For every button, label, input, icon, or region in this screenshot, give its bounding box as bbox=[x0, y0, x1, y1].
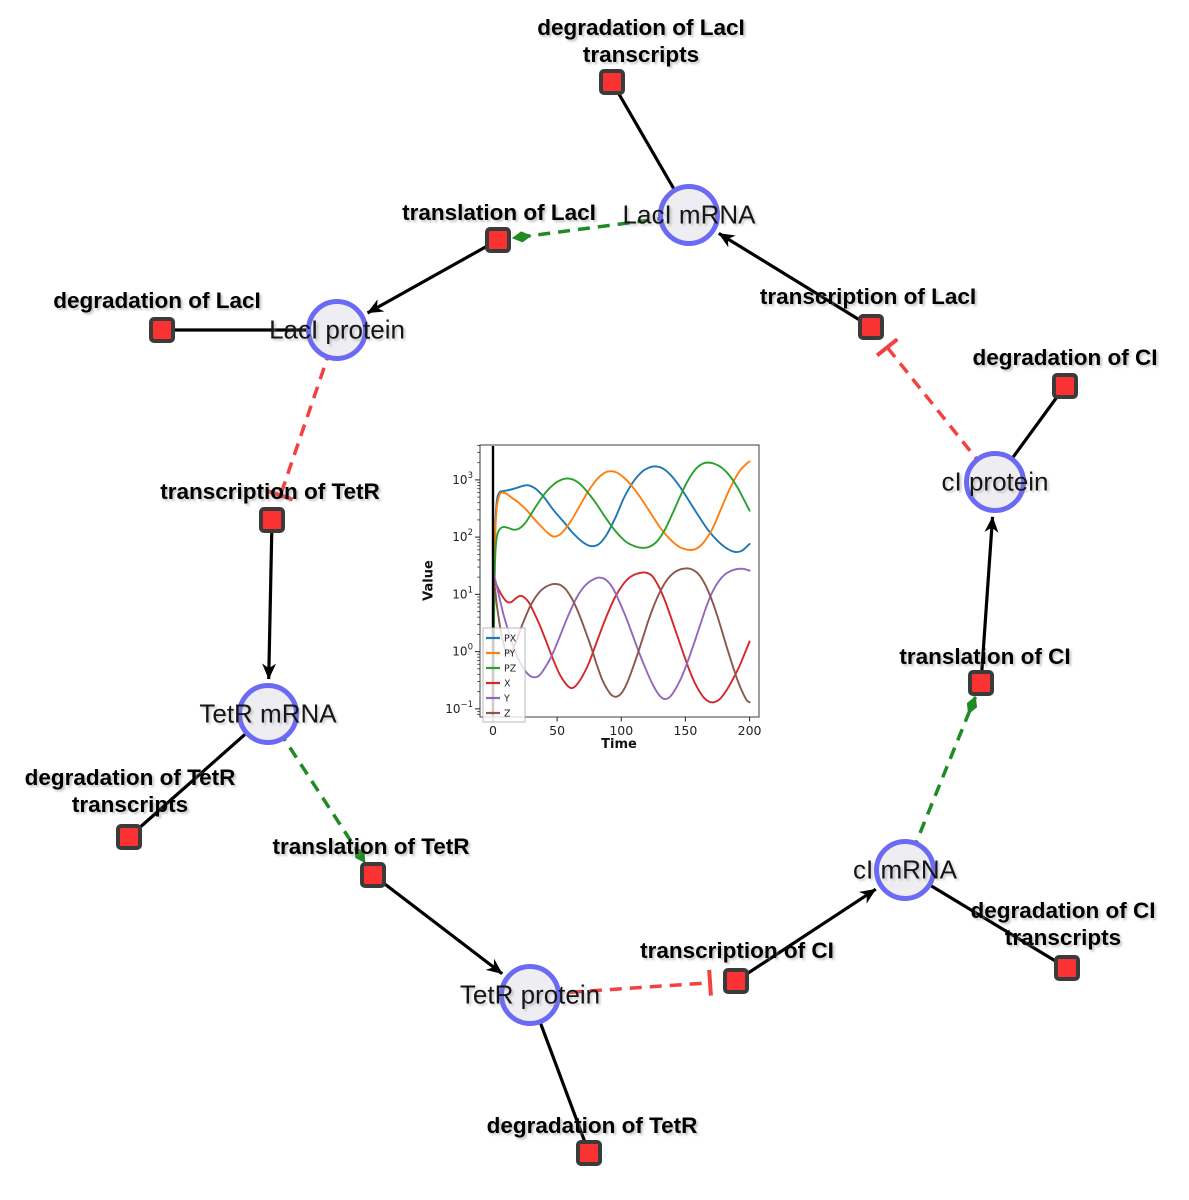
reaction-node-tl-tetr[interactable] bbox=[360, 862, 386, 888]
legend-label-pz: PZ bbox=[504, 664, 517, 675]
x-tick-label: 0 bbox=[489, 723, 497, 738]
timecourse-plot-canvas: 103 102 101 100 10−1 0 50 100 150 200 PX PY PZ XYZ bbox=[445, 444, 762, 738]
legend-label-y: Y bbox=[503, 694, 510, 705]
x-tick-label: 100 bbox=[609, 723, 633, 738]
reaction-node-tx-ci[interactable] bbox=[723, 968, 749, 994]
series-line-x bbox=[492, 571, 751, 704]
x-tick-label: 200 bbox=[738, 723, 762, 738]
y-tick-label: 102 bbox=[452, 528, 473, 544]
x-tick-label: 50 bbox=[549, 723, 565, 738]
y-tick-label: 103 bbox=[452, 471, 473, 487]
reaction-node-deg-laci[interactable] bbox=[149, 317, 175, 343]
reaction-node-tx-laci[interactable] bbox=[858, 314, 884, 340]
legend-label-z: Z bbox=[504, 709, 511, 720]
legend: PX PY PZ XYZ bbox=[482, 627, 526, 723]
series-line-py bbox=[492, 460, 751, 716]
edge-product-tl-tetr-to-tetr-protein bbox=[372, 873, 504, 976]
species-node-laci-mrna[interactable] bbox=[658, 184, 720, 246]
edge-product-tl-ci-to-ci-protein bbox=[979, 516, 999, 684]
series-line-pz bbox=[492, 461, 751, 716]
y-tick-label: 101 bbox=[452, 585, 473, 601]
species-node-ci-mrna[interactable] bbox=[874, 839, 936, 901]
legend-label-x: X bbox=[504, 679, 511, 690]
reaction-node-tl-laci[interactable] bbox=[485, 227, 511, 253]
y-tick-label: 10−1 bbox=[445, 700, 473, 716]
species-node-laci-protein[interactable] bbox=[306, 299, 368, 361]
edge-product-tx-laci-to-laci-mrna bbox=[717, 231, 872, 329]
timecourse-plot: 103 102 101 100 10−1 0 50 100 150 200 PX PY PZ X Y Z Va… bbox=[413, 433, 798, 768]
legend-label-py: PY bbox=[504, 649, 516, 660]
species-node-tetr-mrna[interactable] bbox=[237, 683, 299, 745]
edge-product-tx-tetr-to-tetr-mrna bbox=[262, 519, 277, 680]
species-node-ci-protein[interactable] bbox=[964, 451, 1026, 513]
edge-product-tl-laci-to-laci-protein bbox=[366, 238, 499, 315]
species-node-tetr-protein[interactable] bbox=[499, 964, 561, 1026]
reaction-node-deg-laci-tx[interactable] bbox=[599, 69, 625, 95]
edge-reactant-ci-mrna-to-deg-ci-tx bbox=[904, 868, 1068, 970]
reaction-node-deg-tetr-tx[interactable] bbox=[116, 824, 142, 850]
y-axis-label: Value bbox=[421, 560, 437, 601]
edge-product-tx-ci-to-ci-mrna bbox=[735, 887, 877, 983]
y-tick-label: 100 bbox=[452, 643, 473, 659]
reaction-node-deg-ci[interactable] bbox=[1052, 373, 1078, 399]
legend-label-px: PX bbox=[504, 634, 517, 645]
reaction-node-tl-ci[interactable] bbox=[968, 670, 994, 696]
series-line-px bbox=[492, 465, 751, 716]
reaction-node-tx-tetr[interactable] bbox=[259, 507, 285, 533]
x-axis-label: Time bbox=[601, 737, 637, 752]
reaction-node-deg-ci-tx[interactable] bbox=[1054, 955, 1080, 981]
x-tick-label: 150 bbox=[673, 723, 697, 738]
reaction-node-deg-tetr[interactable] bbox=[576, 1140, 602, 1166]
plot-frame bbox=[479, 444, 760, 718]
